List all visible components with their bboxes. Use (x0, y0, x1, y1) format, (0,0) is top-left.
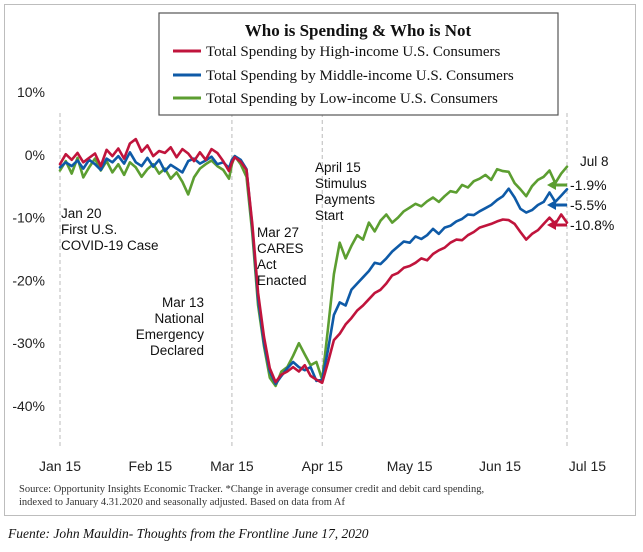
x-tick-label: Apr 15 (302, 458, 343, 474)
annotation-mar27-line1: Mar 27 (257, 225, 299, 240)
annotation-apr15-line1: April 15 (315, 160, 361, 175)
annotation-mar27-line2: CARES (257, 241, 304, 256)
y-tick-label: -10% (12, 210, 45, 226)
legend-box (158, 12, 559, 116)
x-axis-ticks: Jan 15 Feb 15 Mar 15 Apr 15 May 15 Jun 15 Jul … (39, 458, 606, 474)
annotation-jan20-line2: First U.S. (61, 222, 117, 237)
annotation-apr15-line4: Start (315, 208, 344, 223)
annotation-apr15-line3: Payments (315, 192, 375, 207)
red-end-label: -10.8% (570, 217, 614, 233)
legend-label-high: Total Spending by High-income U.S. Consu… (206, 44, 501, 60)
x-tick-label: Feb 15 (129, 458, 173, 474)
legend: Who is Spending & Who is Not Total Spend… (158, 12, 559, 116)
figure-caption: Fuente: John Mauldin- Thoughts from the … (8, 526, 369, 541)
annotation-jul8: Jul 8 (580, 154, 609, 169)
blue-end-arrow-icon (547, 200, 556, 210)
annotation-jan20: Jan 20 First U.S. COVID-19 Case (61, 206, 159, 253)
y-tick-label: 10% (17, 84, 45, 100)
annotation-mar27-line4: Enacted (257, 273, 307, 288)
x-tick-label: Mar 15 (210, 458, 254, 474)
annotation-mar13-line4: Declared (150, 343, 204, 358)
red-end-arrow-icon (547, 220, 556, 230)
chart-title: Who is Spending & Who is Not (245, 21, 472, 40)
x-tick-label: Jun 15 (479, 458, 521, 474)
x-tick-label: Jan 15 (39, 458, 81, 474)
annotation-mar27: Mar 27 CARES Act Enacted (257, 225, 307, 288)
annotation-apr15-line2: Stimulus (315, 176, 367, 191)
annotation-mar13: Mar 13 National Emergency Declared (136, 295, 205, 358)
spending-chart: 10% 0% -10% -20% -30% -40% Jan 15 Feb 15 Mar 15… (12, 12, 614, 508)
legend-label-low: Total Spending by Low-income U.S. Consum… (206, 91, 498, 107)
annotation-mar13-line2: National (154, 311, 204, 326)
source-note: Source: Opportunity Insights Economic Tr… (19, 484, 484, 508)
series-lines (58, 137, 569, 388)
annotation-jan20-line3: COVID-19 Case (61, 238, 159, 253)
green-end-arrow-icon (547, 180, 556, 190)
source-note-line2: indexed to January 4.31.2020 and seasona… (19, 497, 346, 508)
series-line-low (58, 154, 569, 388)
annotation-mar13-line3: Emergency (136, 327, 205, 342)
source-note-line1: Source: Opportunity Insights Economic Tr… (19, 484, 484, 495)
annotation-mar13-line1: Mar 13 (162, 295, 204, 310)
end-labels: -1.9% -5.5% -10.8% (547, 177, 614, 233)
x-tick-label: May 15 (387, 458, 433, 474)
series-line-middle (58, 151, 569, 386)
x-tick-label: Jul 15 (569, 458, 607, 474)
y-tick-label: 0% (25, 147, 45, 163)
chart-frame: 10% 0% -10% -20% -30% -40% Jan 15 Feb 15 Mar 15… (4, 4, 636, 516)
annotation-mar27-line3: Act (257, 257, 277, 272)
series-line-high (58, 137, 569, 385)
blue-end-label: -5.5% (570, 197, 607, 213)
y-axis-ticks: 10% 0% -10% -20% -30% -40% (12, 84, 45, 414)
legend-label-middle: Total Spending by Middle-income U.S. Con… (206, 68, 514, 84)
y-tick-label: -30% (12, 335, 45, 351)
green-end-label: -1.9% (570, 177, 607, 193)
annotation-jan20-line1: Jan 20 (61, 206, 102, 221)
y-tick-label: -40% (12, 398, 45, 414)
annotation-apr15: April 15 Stimulus Payments Start (315, 160, 375, 223)
y-tick-label: -20% (12, 272, 45, 288)
